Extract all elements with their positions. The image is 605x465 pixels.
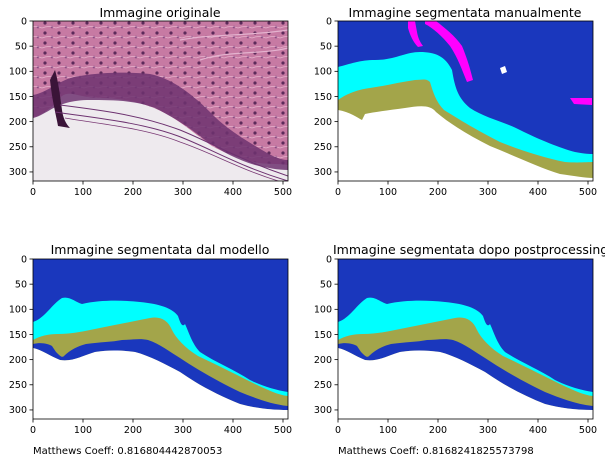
y-tick-label: 200 (314, 117, 332, 128)
y-tick-label: 100 (9, 67, 27, 78)
x-tick-label: 400 (224, 425, 242, 436)
x-tick-label: 200 (124, 425, 142, 436)
axes-frame-original (32, 20, 289, 182)
x-tick-label: 0 (335, 425, 341, 436)
y-tick-label: 300 (314, 167, 332, 178)
y-tick-label: 200 (9, 355, 27, 366)
axes-frame-postprocessing (337, 258, 594, 420)
x-tick-label: 400 (224, 187, 242, 198)
x-tick-label: 200 (429, 187, 447, 198)
y-tick-label: 0 (326, 254, 332, 265)
y-tick-label: 50 (320, 41, 332, 52)
y-tick-label: 150 (9, 330, 27, 341)
x-tick-label: 0 (30, 187, 36, 198)
x-tick-label: 100 (379, 425, 397, 436)
y-tick-label: 150 (314, 330, 332, 341)
x-tick-label: 500 (274, 425, 292, 436)
matthews-coeff-model: Matthews Coeff: 0.816804442870053 (33, 446, 223, 457)
y-tick-label: 300 (9, 405, 27, 416)
matthews-coeff-postprocessing: Matthews Coeff: 0.8168241825573798 (338, 446, 534, 457)
y-tick-label: 50 (15, 41, 27, 52)
y-tick-label: 300 (9, 167, 27, 178)
x-tick-label: 0 (30, 425, 36, 436)
panel-postprocessed-segmentation (338, 259, 593, 419)
panel-manual-segmentation (338, 21, 593, 181)
x-tick-label: 500 (579, 425, 597, 436)
x-tick-label: 100 (74, 425, 92, 436)
x-tick-label: 200 (429, 425, 447, 436)
x-tick-label: 0 (335, 187, 341, 198)
axes-frame-manual (337, 20, 594, 182)
panel-title-model: Immagine segmentata dal modello (50, 242, 270, 257)
x-tick-label: 500 (579, 187, 597, 198)
panel-title-manual: Immagine segmentata manualmente (348, 5, 582, 20)
x-tick-label: 400 (529, 425, 547, 436)
y-tick-label: 50 (320, 279, 332, 290)
y-tick-label: 150 (9, 92, 27, 103)
y-tick-label: 100 (9, 305, 27, 316)
panel-title-original: Immagine originale (99, 5, 221, 20)
x-tick-label: 200 (124, 187, 142, 198)
x-tick-label: 500 (274, 187, 292, 198)
x-tick-label: 300 (479, 425, 497, 436)
y-tick-label: 300 (314, 405, 332, 416)
panel-model-segmentation (33, 259, 288, 419)
x-tick-label: 400 (529, 187, 547, 198)
panel-original-image (33, 21, 288, 181)
x-tick-label: 300 (174, 187, 192, 198)
panel-title-postprocessing: Immagine segmentata dopo postprocessing (333, 242, 605, 257)
x-tick-label: 300 (479, 187, 497, 198)
y-tick-label: 100 (314, 67, 332, 78)
y-tick-label: 100 (314, 305, 332, 316)
y-tick-label: 250 (9, 142, 27, 153)
x-tick-label: 300 (174, 425, 192, 436)
y-tick-label: 250 (314, 142, 332, 153)
y-tick-label: 50 (15, 279, 27, 290)
x-tick-label: 100 (379, 187, 397, 198)
y-tick-label: 250 (9, 380, 27, 391)
y-tick-label: 250 (314, 380, 332, 391)
x-tick-label: 100 (74, 187, 92, 198)
y-tick-label: 200 (9, 117, 27, 128)
y-tick-label: 0 (21, 254, 27, 265)
axes-frame-model (32, 258, 289, 420)
y-tick-label: 0 (21, 16, 27, 27)
y-tick-label: 0 (326, 16, 332, 27)
y-tick-label: 200 (314, 355, 332, 366)
y-tick-label: 150 (314, 92, 332, 103)
